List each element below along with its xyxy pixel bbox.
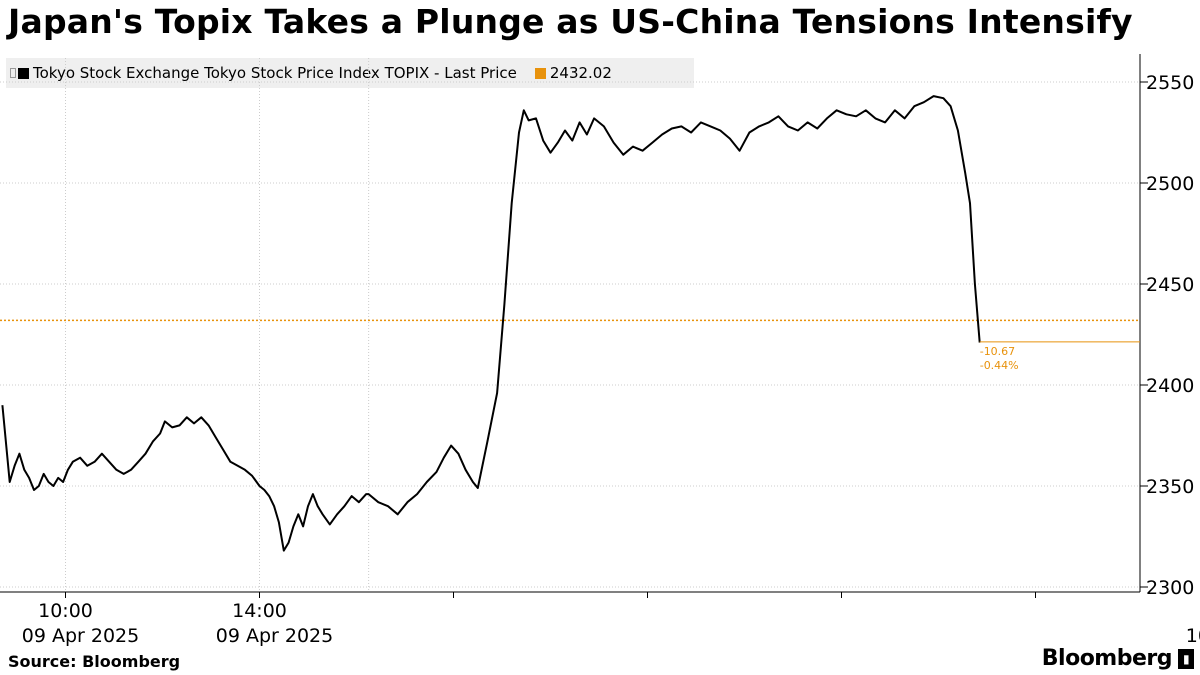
legend-reference-item: 2432.02 [534,64,612,82]
legend-reference-swatch-icon [534,67,546,79]
brand-badge-icon: ▮ [1178,648,1194,669]
source-note: Source: Bloomberg [8,652,181,671]
legend-handle-icon[interactable] [10,68,16,78]
series-group [1,95,981,552]
annotation-group: -10.67-0.44% [979,341,1140,372]
change-annotation-label: -0.44% [980,359,1019,372]
brand-logo: Bloomberg ▮ [1042,646,1194,671]
legend-series-swatch-icon [18,67,29,79]
y-tick-label: 2550 [1146,72,1194,94]
chart-title: Japan's Topix Takes a Plunge as US-China… [8,2,1133,41]
x-tick-label-time: 10:00 [38,600,93,622]
x-tick-label-date: 09 Apr 2025 [22,625,139,647]
y-tick-label: 2400 [1146,375,1194,397]
legend: Tokyo Stock Exchange Tokyo Stock Price I… [6,58,694,88]
y-tick-label: 2350 [1146,476,1194,498]
grid-lines [0,58,1140,592]
legend-reference-label: 2432.02 [549,64,612,82]
x-tick-label-time: 14:00 [232,600,287,622]
brand-name: Bloomberg [1041,646,1173,671]
axes [0,54,1141,593]
y-tick-label: 2500 [1146,173,1194,195]
y-axis-ticks: 2300 2350 2400 2450 2500 2550 [1140,72,1194,599]
x-tick-label-date: 10 Apr 2025 [1186,625,1200,647]
legend-series-label: Tokyo Stock Exchange Tokyo Stock Price I… [33,64,517,82]
y-tick-label: 2300 [1146,577,1194,599]
x-tick-label-date: 09 Apr 2025 [216,625,333,647]
legend-series-item: Tokyo Stock Exchange Tokyo Stock Price I… [18,64,517,82]
change-annotation-label: -10.67 [980,345,1015,358]
series-line [1,95,981,552]
y-tick-label: 2450 [1146,274,1194,296]
